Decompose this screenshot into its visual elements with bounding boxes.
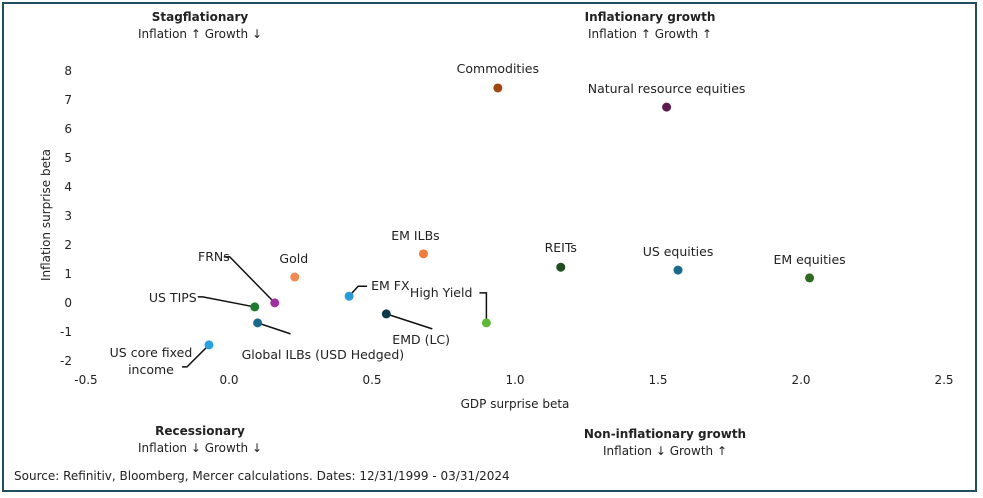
data-label: Natural resource equities <box>588 81 746 96</box>
leader-line <box>197 296 255 308</box>
data-label: US core fixed income <box>110 345 193 377</box>
x-tick-label: -0.5 <box>74 373 97 387</box>
data-point <box>381 309 391 319</box>
data-label: EM equities <box>773 252 845 267</box>
x-tick-label: 0.5 <box>362 373 381 387</box>
y-tick-label: 3 <box>64 209 72 223</box>
quadrant-non-inflationary-growth: Non-inflationary growth Inflation ↓ Grow… <box>575 426 755 460</box>
quadrant-title: Non-inflationary growth <box>583 427 747 441</box>
data-point <box>662 102 672 112</box>
data-point <box>344 291 354 301</box>
x-axis-label: GDP surprise beta <box>461 397 570 411</box>
quadrant-subtitle: Inflation ↑ Growth ↑ <box>587 27 713 41</box>
leader-line <box>181 344 210 368</box>
leader-line <box>479 292 488 323</box>
quadrant-subtitle: Inflation ↓ Growth ↓ <box>137 441 263 455</box>
data-label: EM ILBs <box>391 228 439 243</box>
data-label: Global ILBs (USD Hedged) <box>242 347 405 362</box>
quadrant-recessionary: Recessionary Inflation ↓ Growth ↓ <box>120 423 280 457</box>
y-tick-label: 6 <box>64 122 72 136</box>
data-label: Gold <box>279 251 308 266</box>
source-note: Source: Refinitiv, Bloomberg, Mercer cal… <box>14 469 510 483</box>
y-axis-label: Inflation surprise beta <box>39 149 53 281</box>
y-tick-label: 1 <box>64 267 72 281</box>
data-point <box>493 83 503 93</box>
quadrant-inflationary-growth: Inflationary growth Inflation ↑ Growth ↑ <box>560 9 740 43</box>
data-point <box>418 249 428 259</box>
quadrant-title: Inflationary growth <box>584 10 716 24</box>
data-label: US TIPS <box>149 290 197 305</box>
y-tick-label: 0 <box>64 296 72 310</box>
quadrant-stagflationary: Stagflationary Inflation ↑ Growth ↓ <box>120 9 280 43</box>
y-tick-label: -2 <box>60 354 72 368</box>
data-point <box>481 318 491 328</box>
y-tick-label: 4 <box>64 180 72 194</box>
y-tick-label: 2 <box>64 238 72 252</box>
quadrant-title: Stagflationary <box>151 10 249 24</box>
data-point <box>270 298 280 308</box>
x-tick-label: 2.5 <box>934 373 953 387</box>
data-point <box>204 340 214 350</box>
x-tick-label: 1.5 <box>648 373 667 387</box>
x-tick-label: 2.0 <box>791 373 810 387</box>
data-point <box>290 272 300 282</box>
y-tick-label: 7 <box>64 93 72 107</box>
quadrant-title: Recessionary <box>155 424 245 438</box>
data-point <box>805 273 815 283</box>
data-point <box>250 302 260 312</box>
leader-line <box>386 313 433 330</box>
y-tick-label: 5 <box>64 151 72 165</box>
data-label: US equities <box>643 244 714 259</box>
y-tick-label: 8 <box>64 64 72 78</box>
data-label: FRNs <box>198 249 230 264</box>
quadrant-subtitle: Inflation ↓ Growth ↑ <box>602 444 728 458</box>
y-tick-label: -1 <box>60 325 72 339</box>
data-label: EM FX <box>371 278 410 293</box>
data-label: Commodities <box>457 61 539 76</box>
data-label: REITs <box>545 240 577 255</box>
data-point <box>556 262 566 272</box>
data-label: EMD (LC) <box>392 332 450 347</box>
chart-frame <box>2 2 977 492</box>
x-tick-label: 1.0 <box>505 373 524 387</box>
data-point <box>253 318 263 328</box>
x-tick-label: 0.0 <box>219 373 238 387</box>
leader-line <box>257 322 291 335</box>
data-label: High Yield <box>410 285 472 300</box>
data-point <box>673 265 683 275</box>
leader-line <box>223 256 276 304</box>
quadrant-subtitle: Inflation ↑ Growth ↓ <box>137 27 263 41</box>
